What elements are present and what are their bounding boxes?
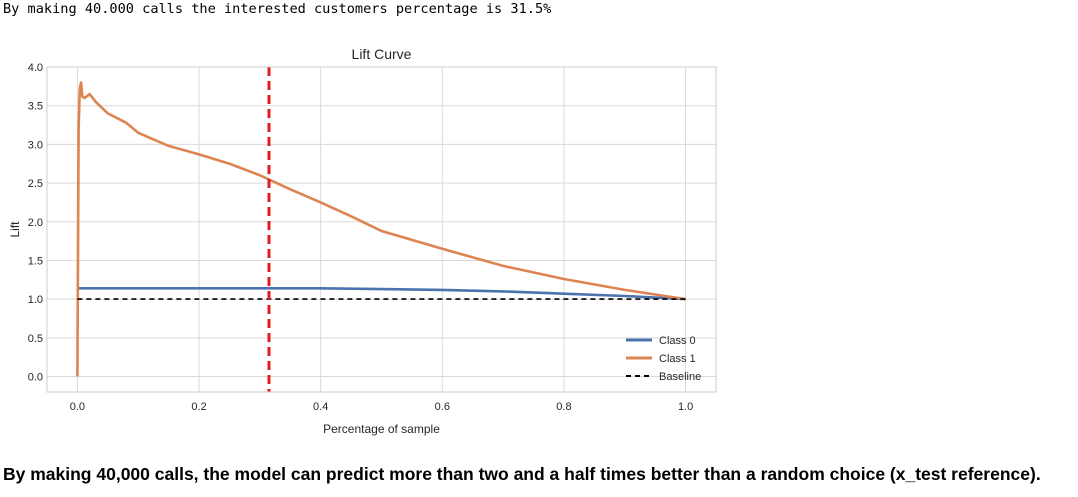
x-tick-label: 0.2 — [191, 401, 206, 413]
y-tick-labels: 0.0 0.5 1.0 1.5 2.0 2.5 3.0 3.5 4.0 — [28, 62, 43, 384]
lift-curve-chart: Lift Curve 0.0 0.2 0.4 0.6 0.8 1.0 0.0 0.5 1.0 1… — [8, 46, 717, 436]
legend-label: Class 1 — [659, 353, 696, 365]
x-tick-label: 1.0 — [678, 401, 693, 413]
caption-text: By making 40,000 calls, the model can pr… — [3, 464, 1041, 484]
y-tick-label: 1.0 — [28, 294, 43, 306]
legend-label: Baseline — [659, 371, 701, 383]
y-tick-label: 3.5 — [28, 101, 43, 113]
legend: Class 0 Class 1 Baseline — [626, 335, 701, 383]
output-text: By making 40.000 calls the interested cu… — [3, 1, 552, 17]
x-axis-label: Percentage of sample — [323, 422, 440, 436]
y-axis-label: Lift — [8, 221, 22, 238]
y-tick-label: 2.0 — [28, 217, 43, 229]
x-tick-labels: 0.0 0.2 0.4 0.6 0.8 1.0 — [70, 401, 693, 413]
x-tick-label: 0.8 — [556, 401, 571, 413]
grid-lines — [47, 66, 716, 392]
y-tick-label: 4.0 — [28, 62, 43, 74]
series-line-class-0 — [77, 287, 686, 301]
plot-frame — [46, 66, 717, 393]
chart-title: Lift Curve — [352, 46, 412, 62]
y-tick-label: 2.5 — [28, 178, 43, 190]
y-tick-label: 0.0 — [28, 372, 43, 384]
x-tick-label: 0.4 — [313, 401, 328, 413]
y-tick-label: 1.5 — [28, 255, 43, 267]
series-layer — [76, 67, 686, 392]
x-tick-label: 0.0 — [70, 401, 85, 413]
x-tick-label: 0.6 — [435, 401, 450, 413]
y-tick-label: 0.5 — [28, 333, 43, 345]
legend-label: Class 0 — [659, 335, 696, 347]
series-line-class-1 — [76, 81, 686, 377]
y-tick-label: 3.0 — [28, 139, 43, 151]
